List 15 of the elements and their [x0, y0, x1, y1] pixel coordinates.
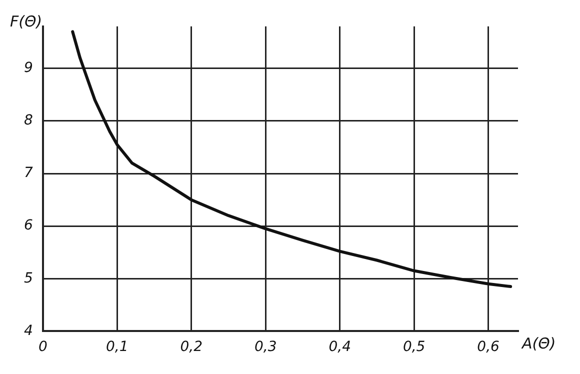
y-axis-title: F(Θ) [10, 12, 42, 30]
x-tick-label: 0,2 [180, 339, 203, 356]
x-tick-label: 0,5 [402, 339, 426, 356]
x-tick-label: 0,4 [328, 339, 351, 356]
y-tick-label: 8 [24, 112, 33, 129]
y-tick-label: 4 [24, 322, 33, 339]
x-tick-label: 0,6 [477, 339, 500, 356]
y-tick-label: 5 [24, 270, 33, 286]
x-tick-label: 0,1 [106, 339, 128, 356]
x-tick-label: 0 [38, 339, 48, 356]
x-tick-label: 0,3 [254, 339, 277, 356]
y-tick-label: 6 [24, 218, 33, 234]
y-tick-label: 9 [24, 60, 33, 76]
x-axis-title: A(Θ) [521, 334, 556, 353]
y-tick-label: 7 [24, 165, 33, 182]
